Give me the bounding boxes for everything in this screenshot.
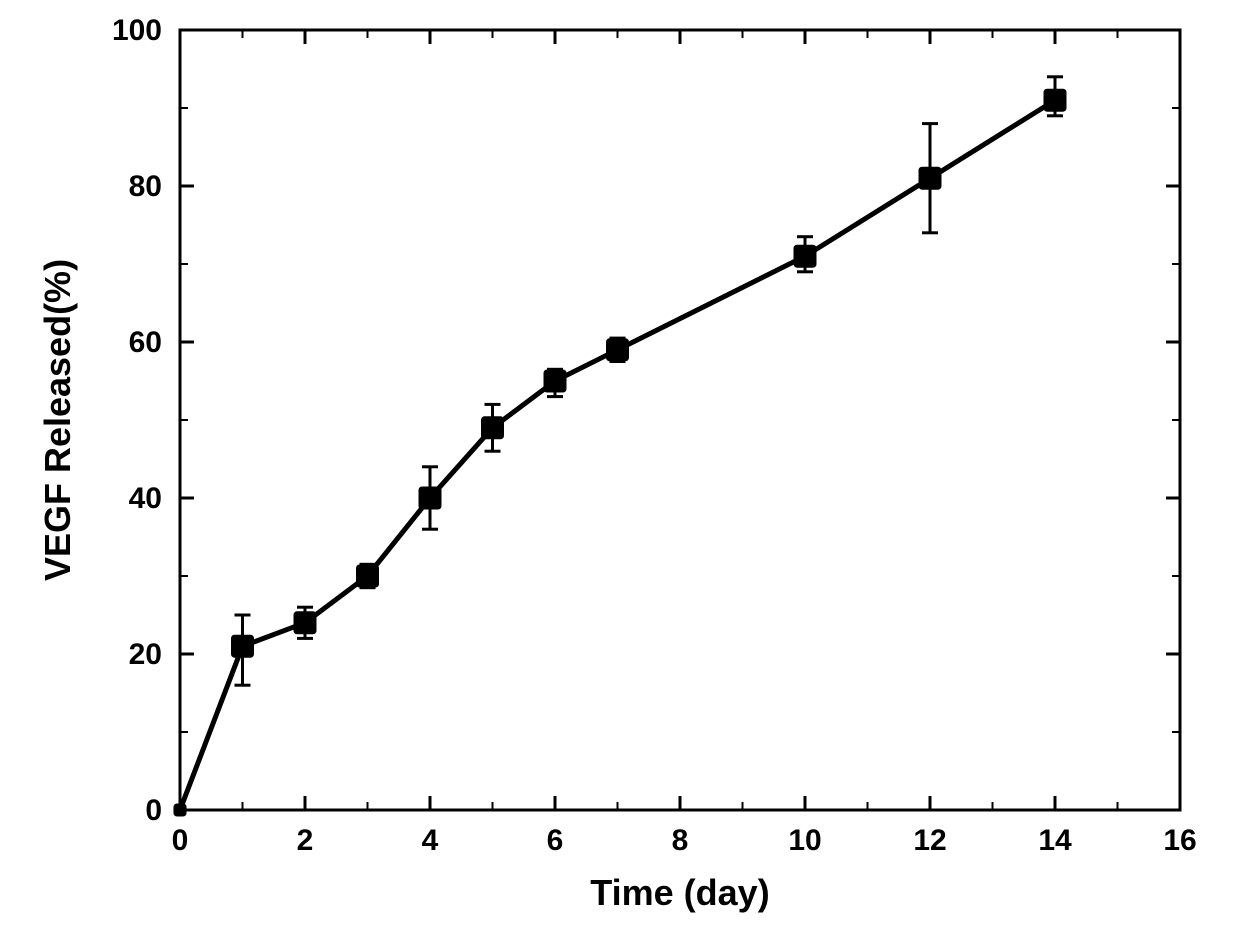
y-tick-label: 60 [129,326,162,359]
y-tick-label: 80 [129,170,162,203]
data-marker [357,565,379,587]
x-tick-label: 10 [788,824,821,857]
y-tick-label: 100 [112,14,162,47]
vegf-release-chart: 0 2 4 6 8 10 12 14 16 0 20 40 60 80 100 Time (day) VEGF … [0,0,1240,945]
series-line [180,100,1055,810]
data-marker [232,635,254,657]
x-tick-label: 16 [1163,824,1196,857]
x-tick-label: 6 [547,824,564,857]
y-tick-label: 0 [145,794,162,827]
x-tick-label: 14 [1038,824,1072,857]
x-tick-label: 8 [672,824,689,857]
x-tick-label: 4 [422,824,439,857]
x-tick-label: 0 [172,824,189,857]
y-tick-label: 40 [129,482,162,515]
data-marker [607,339,629,361]
data-marker [294,612,316,634]
data-marker [174,804,186,816]
data-marker [919,167,941,189]
data-marker [1044,89,1066,111]
chart-svg: 0 2 4 6 8 10 12 14 16 0 20 40 60 80 100 Time (day) VEGF … [0,0,1240,945]
x-tick-label: 12 [913,824,946,857]
x-axis-label: Time (day) [590,872,769,913]
data-marker [419,487,441,509]
data-marker [544,370,566,392]
y-tick-label: 20 [129,638,162,671]
y-axis-label: VEGF Released(%) [37,259,78,581]
data-marker [794,245,816,267]
x-tick-label: 2 [297,824,314,857]
data-marker [482,417,504,439]
